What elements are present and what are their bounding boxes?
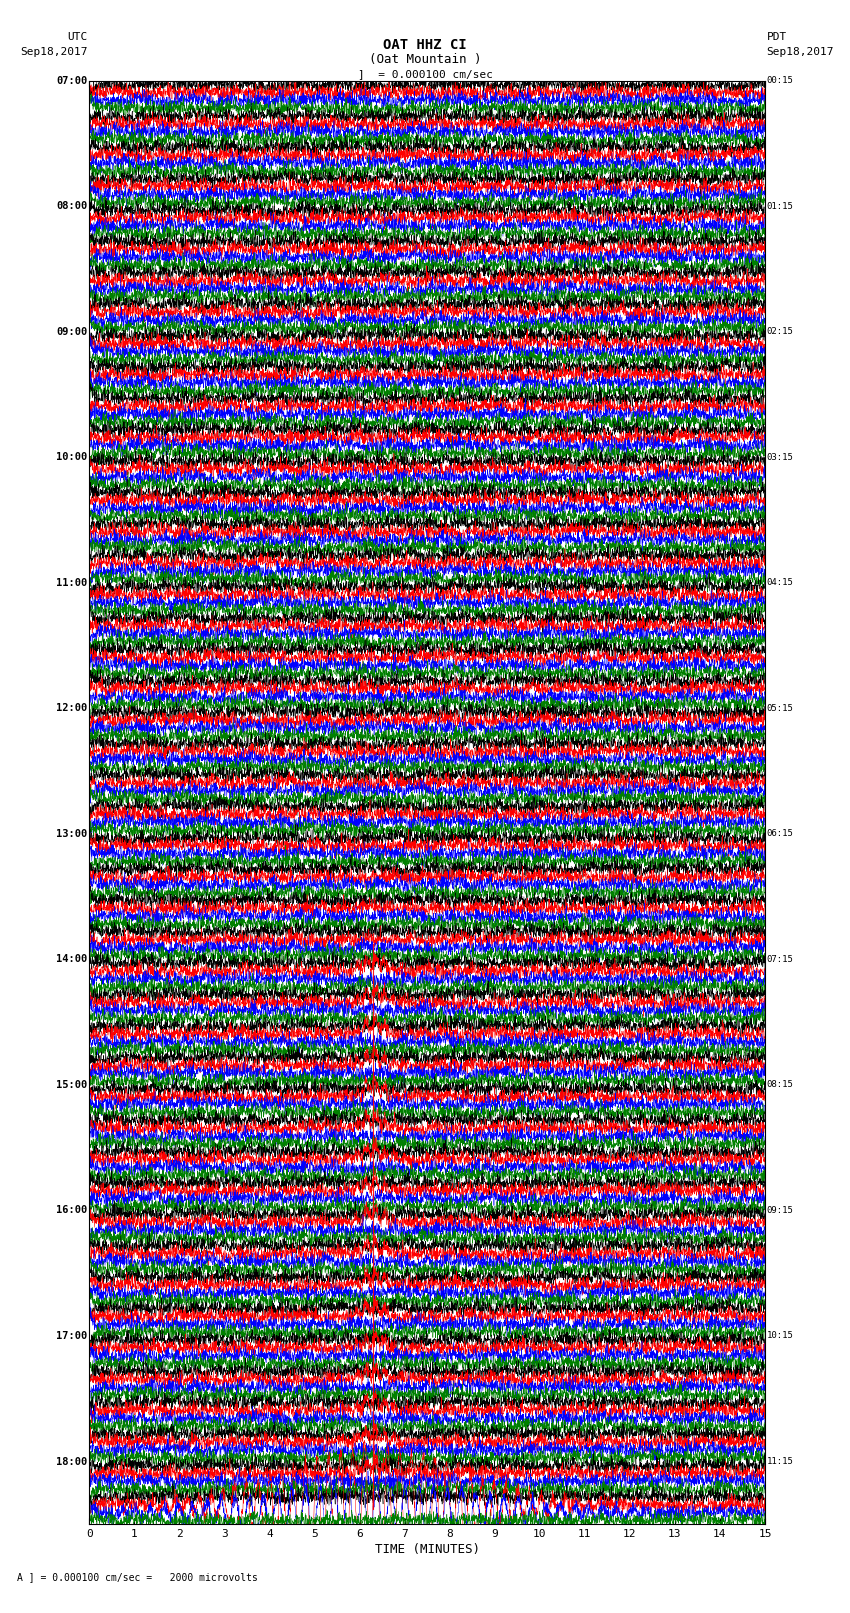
Text: 01:15: 01:15: [767, 202, 794, 211]
Text: 02:15: 02:15: [767, 327, 794, 336]
Text: 10:00: 10:00: [56, 452, 88, 463]
Text: 15:00: 15:00: [56, 1081, 88, 1090]
Text: 05:15: 05:15: [767, 703, 794, 713]
Text: OAT HHZ CI: OAT HHZ CI: [383, 39, 467, 52]
Text: 13:00: 13:00: [56, 829, 88, 839]
Text: Sep18,2017: Sep18,2017: [767, 47, 834, 56]
Text: 07:15: 07:15: [767, 955, 794, 965]
Text: A ] = 0.000100 cm/sec =   2000 microvolts: A ] = 0.000100 cm/sec = 2000 microvolts: [17, 1573, 258, 1582]
Text: 11:15: 11:15: [767, 1457, 794, 1466]
Text: ]  = 0.000100 cm/sec: ] = 0.000100 cm/sec: [358, 69, 492, 79]
Text: 17:00: 17:00: [56, 1331, 88, 1340]
Text: 16:00: 16:00: [56, 1205, 88, 1216]
Text: PDT: PDT: [767, 32, 787, 42]
Text: 18:00: 18:00: [56, 1457, 88, 1466]
Text: (Oat Mountain ): (Oat Mountain ): [369, 53, 481, 66]
Text: 08:00: 08:00: [56, 202, 88, 211]
Text: UTC: UTC: [67, 32, 88, 42]
Text: 07:00: 07:00: [56, 76, 88, 85]
Text: 10:15: 10:15: [767, 1331, 794, 1340]
Text: 06:15: 06:15: [767, 829, 794, 839]
Text: 09:15: 09:15: [767, 1207, 794, 1215]
Text: 04:15: 04:15: [767, 579, 794, 587]
Text: 14:00: 14:00: [56, 955, 88, 965]
Text: 12:00: 12:00: [56, 703, 88, 713]
Text: 03:15: 03:15: [767, 453, 794, 461]
Text: 09:00: 09:00: [56, 327, 88, 337]
X-axis label: TIME (MINUTES): TIME (MINUTES): [375, 1544, 479, 1557]
Text: Sep18,2017: Sep18,2017: [20, 47, 88, 56]
Text: 00:15: 00:15: [767, 76, 794, 85]
Text: 08:15: 08:15: [767, 1081, 794, 1089]
Text: 11:00: 11:00: [56, 577, 88, 587]
